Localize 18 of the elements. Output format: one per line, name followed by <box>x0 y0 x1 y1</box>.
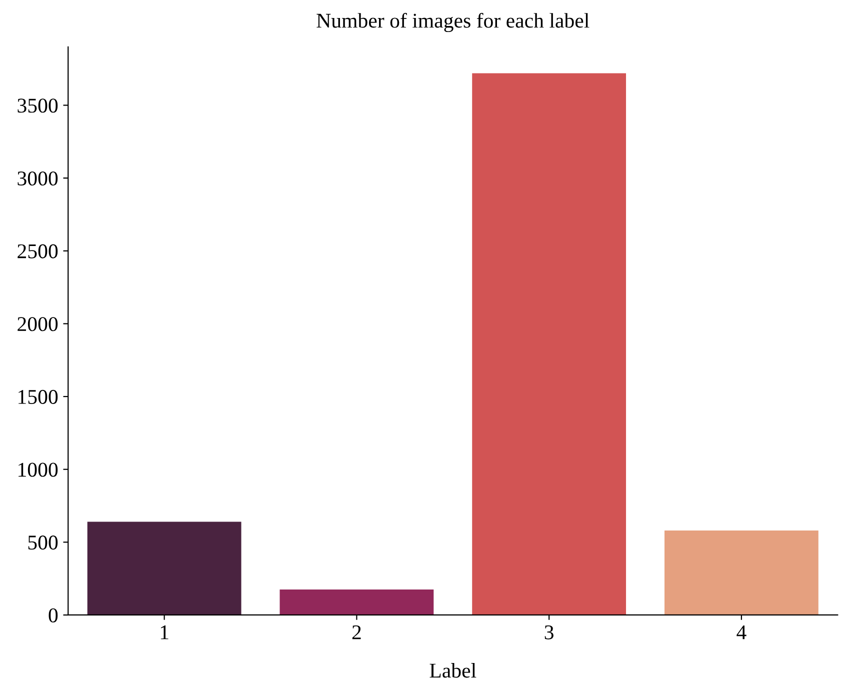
x-tick-label: 1 <box>160 625 168 640</box>
y-tick-label: 3500 <box>18 98 58 113</box>
chart-title: Number of images for each label <box>316 12 590 32</box>
y-tick-label: 1500 <box>18 390 58 404</box>
x-tick-label: 4 <box>736 625 746 640</box>
bar <box>280 590 434 615</box>
y-tick-label: 2500 <box>18 244 58 258</box>
y-tick-label: 2000 <box>18 317 58 332</box>
y-tick-label: 0 <box>48 608 58 622</box>
y-tick-label: 3000 <box>18 171 58 186</box>
x-tick-label: 3 <box>544 625 554 640</box>
bar <box>664 530 818 615</box>
y-tick-label: 1000 <box>18 462 58 477</box>
bar <box>87 522 242 615</box>
x-tick-label: 2 <box>352 625 361 640</box>
x-axis-title: Label <box>430 663 476 678</box>
y-tick-label: 500 <box>28 536 58 550</box>
bar <box>472 73 626 615</box>
